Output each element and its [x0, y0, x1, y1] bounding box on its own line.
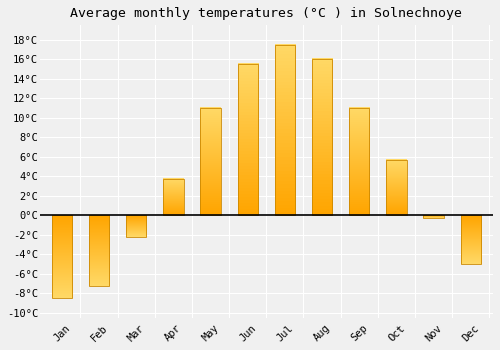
Title: Average monthly temperatures (°C ) in Solnechnoye: Average monthly temperatures (°C ) in So…: [70, 7, 462, 20]
Bar: [89, 216, 110, 286]
Bar: [200, 108, 221, 216]
Bar: [349, 108, 370, 216]
Bar: [312, 60, 332, 216]
Bar: [126, 216, 146, 237]
Bar: [52, 216, 72, 298]
Bar: [238, 64, 258, 216]
Bar: [460, 216, 481, 264]
Bar: [424, 216, 444, 218]
Bar: [274, 45, 295, 216]
Bar: [386, 160, 406, 216]
Bar: [163, 179, 184, 216]
